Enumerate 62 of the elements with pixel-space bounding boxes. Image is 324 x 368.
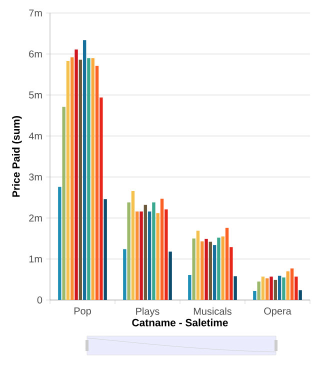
bar — [62, 106, 66, 300]
bar — [261, 276, 265, 300]
bar — [225, 228, 229, 300]
bar — [294, 276, 298, 300]
x-tick-label: Opera — [264, 308, 292, 317]
y-tick-label: 6m — [29, 50, 42, 58]
bar — [156, 213, 160, 300]
bar — [140, 211, 143, 300]
x-tick-label: Pop — [74, 308, 91, 316]
bar — [164, 209, 168, 300]
bar — [123, 249, 126, 300]
y-tick-label: 3m — [29, 173, 42, 181]
bar — [95, 66, 99, 300]
bar — [104, 199, 107, 300]
bar — [286, 271, 290, 300]
bar — [136, 211, 139, 300]
y-axis-title: Price Paid (sum) — [12, 116, 22, 197]
y-tick-label: 1m — [29, 256, 42, 262]
bar — [127, 202, 130, 300]
bar — [290, 268, 294, 300]
bar — [131, 190, 135, 300]
bar — [274, 280, 278, 300]
bar — [200, 241, 204, 300]
y-tick-label: 2m — [29, 214, 42, 222]
bar — [234, 276, 237, 300]
bar — [78, 60, 82, 300]
bar — [74, 49, 78, 300]
bar — [58, 186, 62, 300]
bar — [208, 242, 212, 300]
x-axis-title: Catname - Saletime — [132, 318, 228, 326]
bar — [144, 204, 148, 300]
bar — [66, 60, 70, 300]
bar — [91, 58, 94, 300]
x-tick-label: Plays — [136, 308, 160, 317]
bar — [196, 230, 200, 300]
bar — [270, 276, 273, 300]
bar — [278, 276, 282, 300]
y-tick-label: 5m — [29, 92, 42, 98]
bar — [100, 97, 103, 300]
bar — [188, 274, 192, 300]
y-tick-label: 4m — [28, 132, 42, 140]
bar — [87, 58, 90, 300]
bar — [230, 247, 233, 300]
bar — [152, 202, 156, 300]
bar — [160, 198, 164, 300]
bar — [282, 277, 286, 300]
bar — [70, 57, 74, 300]
x-tick-label: Musicals — [194, 308, 232, 315]
y-tick-label: 7m — [29, 10, 42, 16]
bar — [298, 290, 302, 300]
bar — [82, 40, 86, 300]
y-tick-label: 0 — [37, 296, 42, 304]
bar — [148, 211, 152, 300]
bar — [253, 290, 256, 300]
bar — [168, 252, 172, 300]
bar — [204, 238, 208, 300]
bar — [221, 236, 224, 300]
bar — [266, 278, 269, 300]
bar — [217, 238, 220, 300]
bar — [212, 245, 216, 300]
bar — [192, 238, 196, 300]
bar — [257, 282, 260, 300]
